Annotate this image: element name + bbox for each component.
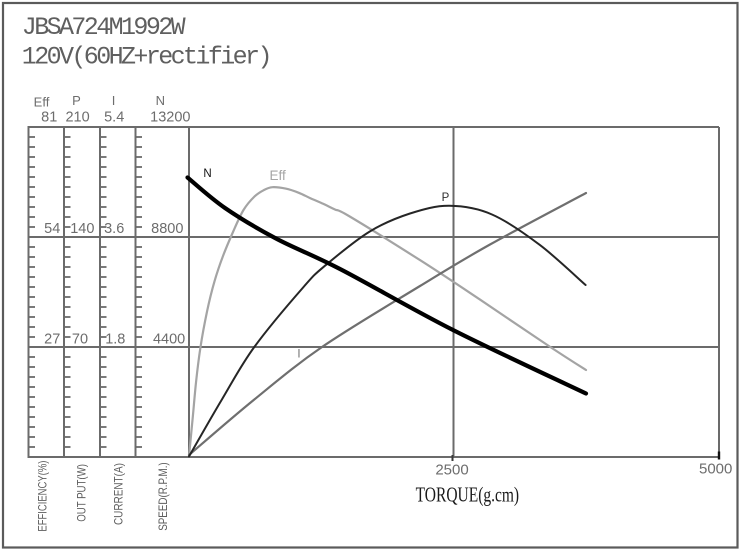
svg-text:5.4: 5.4	[104, 110, 124, 126]
svg-text:N: N	[203, 168, 211, 180]
svg-text:70: 70	[72, 332, 88, 348]
svg-text:N: N	[156, 93, 165, 108]
svg-text:TORQUE(g.cm): TORQUE(g.cm)	[416, 483, 519, 507]
svg-text:27: 27	[44, 332, 60, 348]
svg-text:13200: 13200	[150, 110, 190, 126]
svg-text:Eff: Eff	[34, 95, 50, 110]
svg-text:4400: 4400	[153, 332, 185, 348]
svg-text:JBSA724M1992W: JBSA724M1992W	[22, 13, 186, 42]
svg-text:1.8: 1.8	[105, 332, 125, 348]
svg-text:I: I	[297, 349, 300, 361]
svg-text:P: P	[72, 93, 81, 108]
svg-text:210: 210	[65, 110, 89, 126]
svg-text:Eff: Eff	[270, 168, 287, 183]
svg-text:3.6: 3.6	[104, 221, 124, 237]
svg-text:SPEED(R.P.M.): SPEED(R.P.M.)	[156, 462, 170, 531]
svg-text:OUT PUT(W): OUT PUT(W)	[74, 464, 88, 522]
svg-text:5000: 5000	[699, 461, 732, 478]
svg-text:CURRENT(A): CURRENT(A)	[111, 463, 125, 525]
svg-text:140: 140	[70, 221, 94, 237]
svg-text:54: 54	[44, 221, 60, 237]
svg-text:8800: 8800	[151, 221, 183, 237]
svg-text:EFFICIENCY(%): EFFICIENCY(%)	[36, 461, 50, 532]
svg-text:P: P	[442, 192, 450, 204]
svg-text:81: 81	[41, 110, 57, 126]
svg-text:120V(60HZ+rectifier): 120V(60HZ+rectifier)	[22, 43, 270, 72]
svg-text:2500: 2500	[435, 462, 468, 479]
svg-text:I: I	[112, 93, 116, 108]
